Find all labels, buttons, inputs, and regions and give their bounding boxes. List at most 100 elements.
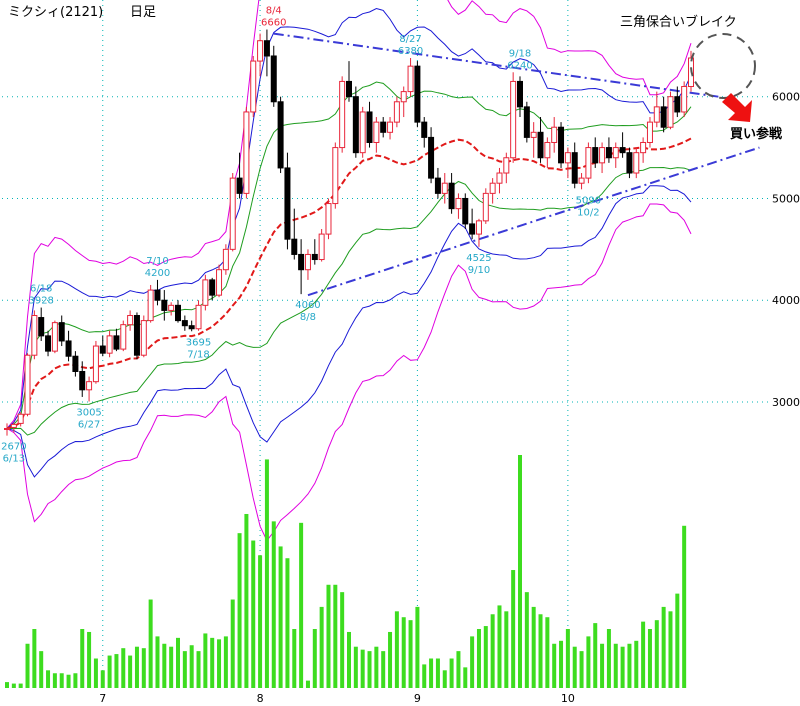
candle-body: [318, 233, 325, 261]
price-marker-date: 6/13: [3, 454, 25, 465]
price-marker-date: 7/18: [187, 349, 209, 360]
candle-body: [51, 322, 58, 352]
volume-bar: [442, 670, 447, 688]
candle-body: [626, 152, 633, 174]
volume-bar: [641, 621, 646, 688]
volume-bar: [668, 611, 673, 688]
volume-bar: [476, 629, 481, 688]
candle-body: [92, 345, 99, 383]
candle-body: [407, 65, 414, 93]
volume-bar: [394, 611, 399, 688]
candle-body: [291, 238, 298, 255]
band-mid-upper: [6, 7, 692, 429]
price-marker-date: 8/4: [266, 6, 282, 17]
candle-body: [188, 325, 195, 330]
price-marker-value: 6660: [261, 18, 286, 29]
trendline: [273, 32, 719, 98]
price-marker-date: 9/18: [509, 48, 531, 59]
candle-body: [161, 299, 168, 311]
candle-body: [462, 197, 469, 225]
candle-body: [428, 136, 435, 179]
candle-body: [455, 197, 462, 210]
candle-body: [140, 320, 147, 356]
volume-bar: [251, 540, 256, 688]
breakout-label: 三角保合いブレイク: [620, 14, 737, 30]
volume-bar: [682, 525, 687, 688]
candle-body: [496, 172, 503, 184]
volume-bar: [620, 646, 625, 688]
volume-bar: [100, 670, 105, 688]
candle-body: [653, 106, 660, 123]
candle-body: [45, 335, 52, 352]
volume-bar: [340, 592, 345, 688]
candle-body: [325, 203, 332, 235]
volume-bar: [449, 658, 454, 688]
volume-bar: [565, 629, 570, 688]
price-tick-label: 5000: [772, 192, 800, 205]
candle-body: [24, 354, 31, 415]
candle-body: [674, 96, 681, 113]
volume-bar: [463, 667, 468, 688]
volume-bar: [39, 651, 44, 688]
candle-body: [571, 152, 578, 184]
candle-body: [72, 355, 79, 372]
volume-bar: [292, 629, 297, 688]
chart-title: ミクシィ(2121): [8, 5, 103, 20]
candle-body: [99, 345, 106, 354]
price-marker-value: 5090: [576, 195, 601, 206]
volume-bar: [32, 629, 37, 688]
volume-bar: [408, 620, 413, 688]
volume-bar: [196, 651, 201, 688]
volume-bar: [230, 599, 235, 688]
candle-body: [537, 131, 544, 159]
price-marker-value: 6380: [398, 46, 423, 57]
volume-bar: [401, 617, 406, 688]
candle-body: [681, 86, 688, 113]
volume-bar: [538, 614, 543, 688]
candle-body: [154, 289, 161, 301]
volume-bar: [429, 658, 434, 688]
candle-body: [277, 101, 284, 169]
volume-bar: [176, 637, 180, 688]
candle-body: [284, 167, 291, 240]
candle-body: [619, 147, 626, 154]
band-mid-lower: [6, 185, 692, 478]
volume-bar: [223, 636, 228, 688]
candle-body: [551, 126, 558, 143]
candle-body: [387, 121, 394, 133]
candle-body: [380, 121, 387, 133]
volume-bar: [305, 680, 310, 688]
candle-body: [523, 106, 530, 138]
volume-bar: [333, 584, 338, 688]
candle-body: [482, 192, 489, 222]
candle-body: [181, 320, 188, 327]
volume-bar: [634, 640, 639, 688]
volume-bar: [169, 646, 174, 688]
volume-bar: [93, 658, 98, 688]
volume-bar: [381, 651, 386, 688]
candle-body: [236, 177, 243, 194]
volume-bar: [600, 643, 605, 688]
volume-bar: [121, 648, 126, 688]
candle-body: [503, 157, 510, 174]
volume-bar: [237, 533, 242, 688]
volume-bar: [675, 593, 680, 688]
candle-body: [393, 101, 400, 123]
price-marker-date: 8/27: [399, 34, 421, 45]
price-tick-label: 3000: [772, 396, 800, 409]
candle-body: [31, 315, 38, 356]
candle-body: [168, 304, 175, 311]
volume-bar: [613, 643, 618, 688]
candle-body: [4, 427, 10, 431]
volume-bar: [422, 664, 427, 688]
candle-body: [106, 335, 113, 354]
volume-bar: [490, 614, 495, 688]
candle-body: [558, 126, 565, 164]
band-outer-lower: [6, 203, 692, 542]
volume-bar: [586, 636, 591, 688]
candle-body: [578, 177, 585, 184]
candle-body: [359, 111, 366, 154]
volume-bar: [25, 643, 30, 688]
candle-body: [612, 147, 619, 159]
